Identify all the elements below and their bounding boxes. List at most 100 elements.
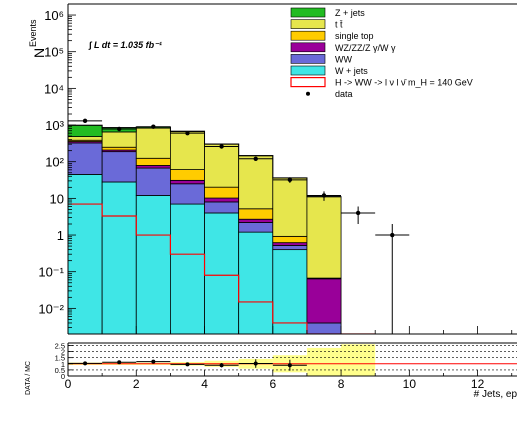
bar-5-bin-2	[135, 127, 171, 159]
ratio-point-5	[253, 361, 258, 366]
ratio-point-0	[83, 361, 88, 366]
bar-2-bin-7	[306, 322, 342, 334]
legend-marker-data	[306, 91, 310, 96]
ratio-point-2	[151, 359, 156, 364]
ratio-point-4	[219, 363, 224, 368]
bar-5-bin-0	[68, 136, 103, 141]
ratio-plot: 00.511.522.502468101214	[55, 341, 517, 391]
ratio-band-8	[341, 344, 376, 376]
x-tick-label-2: 4	[201, 377, 208, 391]
legend-label-2: single top	[335, 31, 374, 41]
x-tick-label-4: 8	[338, 377, 345, 391]
bar-5-bin-4	[204, 143, 240, 188]
x-axis-label: # Jets, ep	[474, 389, 517, 400]
y-tick-label-5: 10³	[45, 118, 64, 133]
bar-3-bin-3	[169, 179, 205, 185]
bar-5-bin-7	[306, 196, 342, 279]
legend-label-1: t t̄	[335, 20, 343, 30]
bar-3-bin-4	[204, 197, 240, 203]
y-tick-label-8: 10⁶	[44, 8, 64, 23]
bar-5-bin-1	[101, 131, 137, 148]
ratio-y-axis-label: DATA / MC	[25, 361, 32, 395]
data-point-5	[253, 156, 258, 162]
main-plot: 10⁻² 10⁻¹ 1 10 10² 10³ 10⁴ 10⁵ 10⁶ Z + jets t t̄si…	[38, 3, 517, 335]
bar-1-bin-5	[238, 231, 274, 334]
bar-3-bin-5	[238, 218, 274, 223]
bar-4-bin-5	[238, 208, 274, 220]
y-tick-label-1: 10⁻¹	[38, 265, 64, 280]
bar-2-bin-3	[169, 183, 205, 205]
signal-line	[68, 203, 376, 334]
bar-3-bin-7	[306, 278, 342, 324]
data-point-4	[219, 144, 224, 149]
legend-swatch-2	[290, 30, 326, 41]
ratio-y-tick-label-1: 0.5	[55, 366, 65, 375]
legend-swatch-signal	[290, 76, 326, 88]
luminosity-annotation: ∫ L dt = 1.035 fb⁻¹	[88, 40, 162, 50]
stacked-bars	[68, 124, 376, 334]
legend-swatch-4	[290, 54, 326, 64]
y-tick-label-6: 10⁴	[44, 81, 64, 96]
bar-5-bin-5	[238, 155, 274, 210]
data-point-0	[82, 118, 88, 124]
ratio-point-6	[287, 363, 292, 368]
bar-4-bin-2	[135, 157, 171, 166]
ratio-y-tick-label-0: 0	[61, 372, 65, 381]
bar-5-bin-6	[272, 177, 308, 237]
ratio-band-7	[306, 347, 342, 376]
bar-1-bin-3	[169, 203, 205, 334]
bar-1-bin-2	[135, 195, 171, 334]
bar-2-bin-4	[204, 201, 240, 214]
data-point-3	[185, 130, 190, 136]
ratio-y-tick-label-3: 1.5	[55, 354, 65, 363]
bar-4-bin-6	[272, 235, 308, 244]
y-tick-label-0: 10⁻²	[38, 301, 64, 316]
data-point-8	[355, 210, 361, 216]
ratio-y-tick-label-5: 2.5	[55, 341, 65, 350]
bar-4-bin-1	[101, 146, 137, 151]
ratio-point-3	[185, 362, 190, 367]
bar-1-bin-0	[68, 174, 103, 334]
bar-1-bin-6	[272, 249, 308, 334]
y-axis-label: N	[31, 48, 47, 58]
bar-4-bin-3	[169, 169, 205, 181]
data-points	[68, 118, 410, 334]
bar-2-bin-2	[135, 167, 171, 196]
ratio-point-1	[117, 360, 122, 365]
y-axis-label-subscript: Events	[28, 19, 38, 47]
ratio-content	[68, 344, 517, 376]
bar-4-bin-4	[204, 186, 240, 199]
bar-1-bin-4	[204, 212, 240, 334]
ratio-y-tick-label-2: 1	[61, 360, 65, 369]
bar-3-bin-6	[272, 242, 308, 246]
data-point-9	[390, 232, 395, 238]
y-tick-label-2: 1	[57, 228, 64, 243]
bar-5-bin-3	[169, 131, 205, 170]
legend-label-5: W + jets	[335, 66, 368, 76]
legend: Z + jets t t̄single top WZ/ZZ/Z γ/W γWW W +…	[290, 7, 473, 99]
legend-swatch-0	[290, 7, 326, 18]
data-point-1	[117, 126, 122, 132]
bar-2-bin-0	[68, 142, 103, 175]
x-tick-label-5: 10	[403, 377, 417, 391]
y-tick-label-4: 10²	[45, 155, 64, 170]
legend-swatch-5	[290, 65, 326, 76]
y-tick-label-3: 10	[50, 191, 64, 206]
ratio-y-tick-label-4: 2	[61, 348, 65, 357]
legend-label-3: WZ/ZZ/Z γ/W γ	[335, 43, 396, 53]
x-tick-label-3: 6	[269, 377, 276, 391]
legend-label-0: Z + jets	[335, 8, 365, 18]
bar-2-bin-1	[101, 151, 137, 183]
legend-swatch-3	[290, 42, 326, 53]
main-y-ticks: 10⁻² 10⁻¹ 1 10 10² 10³ 10⁴ 10⁵ 10⁶	[38, 3, 76, 335]
x-tick-label-1: 2	[133, 377, 140, 391]
x-tick-label-6: 12	[471, 377, 485, 391]
bar-1-bin-1	[101, 181, 137, 334]
bar-2-bin-6	[272, 245, 308, 251]
bar-6-bin-0	[68, 124, 103, 137]
x-tick-label-0: 0	[65, 377, 72, 391]
legend-label-data: data	[335, 89, 353, 99]
legend-label-4: WW	[335, 54, 352, 64]
data-point-7	[321, 193, 327, 198]
